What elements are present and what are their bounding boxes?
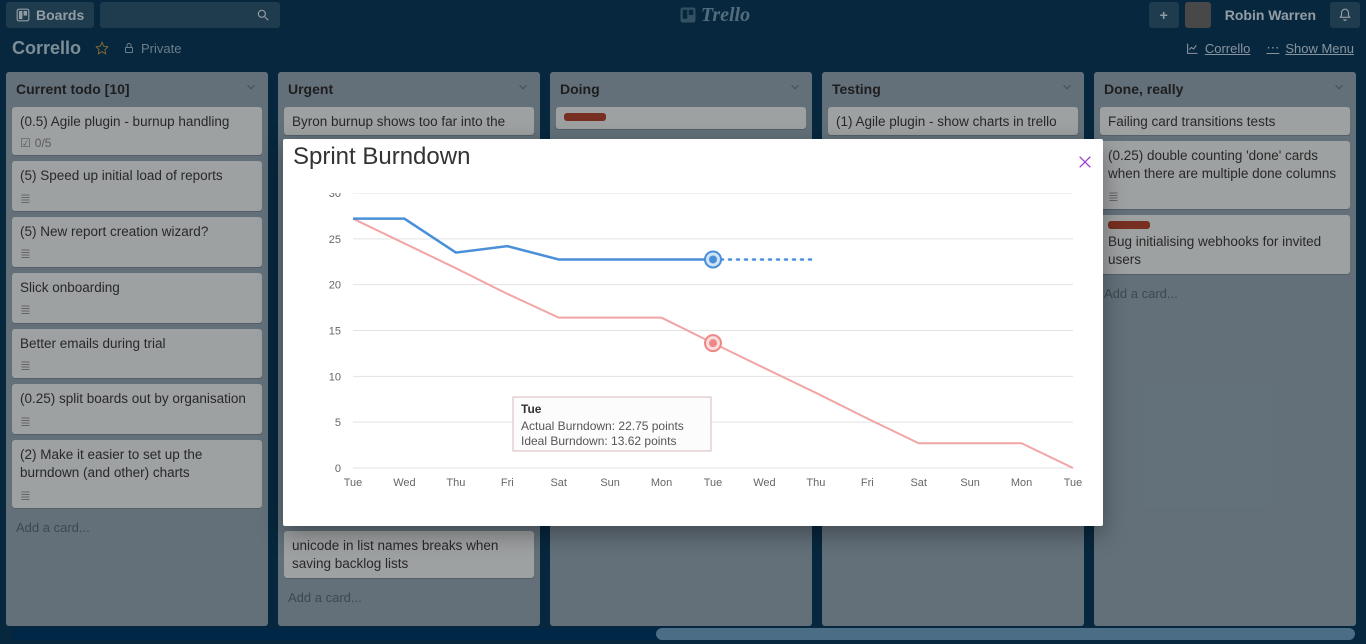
svg-text:Sat: Sat	[550, 477, 567, 489]
svg-text:Fri: Fri	[501, 477, 514, 489]
horizontal-scrollbar[interactable]	[11, 628, 1355, 640]
burndown-chart: 0 5 10 15 20 25 30 Tue Wed Thu Fri Sat Sun Mon Tue Wed T…	[313, 193, 1083, 513]
svg-text:0: 0	[335, 463, 341, 475]
svg-text:5: 5	[335, 417, 341, 429]
burndown-modal: Sprint Burndown 0 5 10 15 20 25 30 Tue Wed Thu Fri…	[283, 139, 1103, 526]
svg-text:Sun: Sun	[600, 477, 620, 489]
svg-text:Thu: Thu	[806, 477, 825, 489]
modal-close-button[interactable]	[1077, 153, 1093, 176]
svg-text:Actual Burndown: 22.75 points: Actual Burndown: 22.75 points	[521, 419, 684, 433]
svg-text:Tue: Tue	[704, 477, 723, 489]
modal-title: Sprint Burndown	[293, 143, 470, 171]
svg-text:Thu: Thu	[446, 477, 465, 489]
svg-text:30: 30	[329, 193, 341, 200]
svg-text:Mon: Mon	[651, 477, 672, 489]
svg-text:Sun: Sun	[960, 477, 980, 489]
svg-text:Tue: Tue	[344, 477, 363, 489]
svg-text:Wed: Wed	[393, 477, 415, 489]
svg-text:25: 25	[329, 234, 341, 246]
svg-text:10: 10	[329, 371, 341, 383]
svg-text:Mon: Mon	[1011, 477, 1032, 489]
close-icon	[1077, 154, 1093, 170]
svg-text:Sat: Sat	[910, 477, 927, 489]
scrollbar-thumb[interactable]	[656, 628, 1355, 640]
svg-text:Tue: Tue	[521, 402, 542, 416]
svg-text:Wed: Wed	[753, 477, 775, 489]
svg-text:Tue: Tue	[1064, 477, 1083, 489]
svg-text:15: 15	[329, 326, 341, 338]
svg-text:20: 20	[329, 280, 341, 292]
svg-text:Fri: Fri	[861, 477, 874, 489]
svg-text:Ideal Burndown: 13.62 points: Ideal Burndown: 13.62 points	[521, 434, 676, 448]
